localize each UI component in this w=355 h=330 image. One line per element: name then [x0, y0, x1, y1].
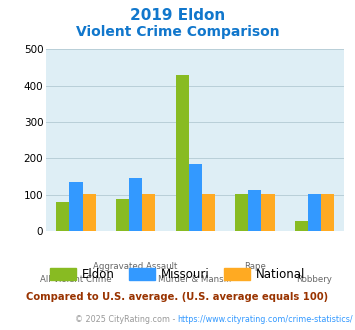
- Text: Robbery: Robbery: [296, 276, 333, 284]
- Bar: [248, 190, 261, 231]
- Text: © 2025 CityRating.com -: © 2025 CityRating.com -: [75, 315, 178, 324]
- Bar: [56, 202, 70, 231]
- Bar: [82, 194, 95, 231]
- Bar: [176, 75, 189, 231]
- Text: Rape: Rape: [244, 262, 266, 271]
- Text: Murder & Mans...: Murder & Mans...: [158, 276, 232, 284]
- Text: https://www.cityrating.com/crime-statistics/: https://www.cityrating.com/crime-statist…: [178, 315, 353, 324]
- Legend: Eldon, Missouri, National: Eldon, Missouri, National: [45, 263, 310, 286]
- Text: Violent Crime Comparison: Violent Crime Comparison: [76, 25, 279, 39]
- Bar: [308, 194, 321, 231]
- Bar: [189, 164, 202, 231]
- Bar: [116, 199, 129, 231]
- Text: Aggravated Assault: Aggravated Assault: [93, 262, 178, 271]
- Bar: [261, 194, 274, 231]
- Bar: [129, 178, 142, 231]
- Bar: [235, 194, 248, 231]
- Text: All Violent Crime: All Violent Crime: [40, 276, 112, 284]
- Bar: [295, 221, 308, 231]
- Bar: [70, 182, 82, 231]
- Text: Compared to U.S. average. (U.S. average equals 100): Compared to U.S. average. (U.S. average …: [26, 292, 329, 302]
- Bar: [142, 194, 155, 231]
- Bar: [202, 194, 215, 231]
- Bar: [321, 194, 334, 231]
- Text: 2019 Eldon: 2019 Eldon: [130, 8, 225, 23]
